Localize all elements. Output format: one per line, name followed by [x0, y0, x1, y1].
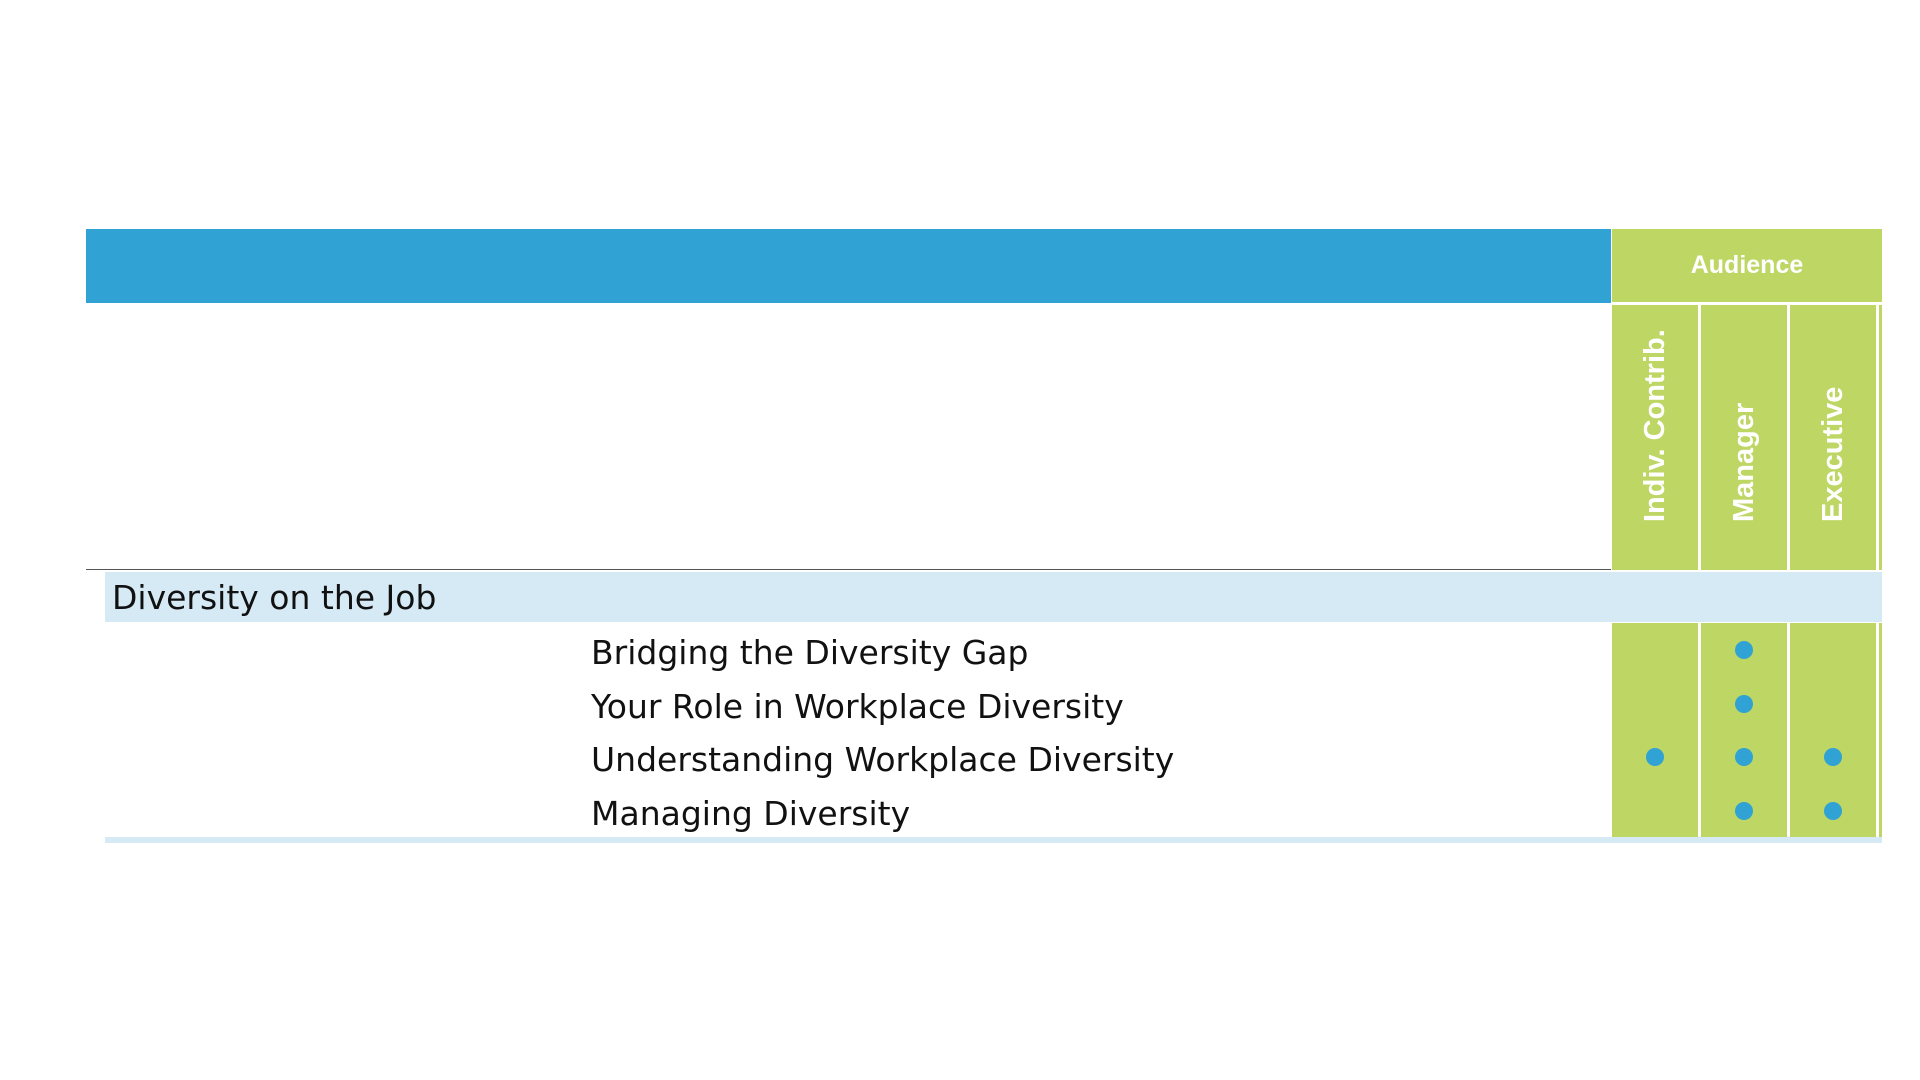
column-body-indiv-contrib	[1612, 623, 1698, 837]
column-edge-header	[1879, 305, 1882, 570]
column-edge-body	[1879, 623, 1882, 837]
audience-header-label: Audience	[1690, 251, 1804, 279]
dot-executive	[1824, 802, 1842, 820]
dot-indiv-contrib	[1646, 748, 1664, 766]
dot-manager	[1735, 695, 1753, 713]
dot-manager	[1735, 641, 1753, 659]
section-row	[105, 572, 1882, 622]
course-title: Managing Diversity	[591, 794, 911, 833]
audience-header: Audience	[1612, 229, 1882, 302]
column-label-manager: Manager	[1728, 402, 1760, 522]
dot-executive	[1824, 748, 1842, 766]
column-body-executive	[1790, 623, 1876, 837]
table-header-bar	[86, 229, 1611, 303]
course-title: Your Role in Workplace Diversity	[591, 687, 1124, 726]
course-title: Understanding Workplace Diversity	[591, 740, 1175, 779]
column-label-indiv-contrib: Indiv. Contrib.	[1639, 329, 1671, 522]
header-divider	[86, 569, 1611, 570]
course-title: Bridging the Diversity Gap	[591, 633, 1029, 672]
section-title: Diversity on the Job	[112, 578, 437, 617]
column-header-executive: Executive	[1790, 305, 1876, 570]
column-header-manager: Manager	[1701, 305, 1787, 570]
column-header-indiv-contrib: Indiv. Contrib.	[1612, 305, 1698, 570]
dot-manager	[1735, 748, 1753, 766]
column-label-executive: Executive	[1817, 386, 1849, 522]
dot-manager	[1735, 802, 1753, 820]
table-bottom-rule	[105, 837, 1882, 843]
